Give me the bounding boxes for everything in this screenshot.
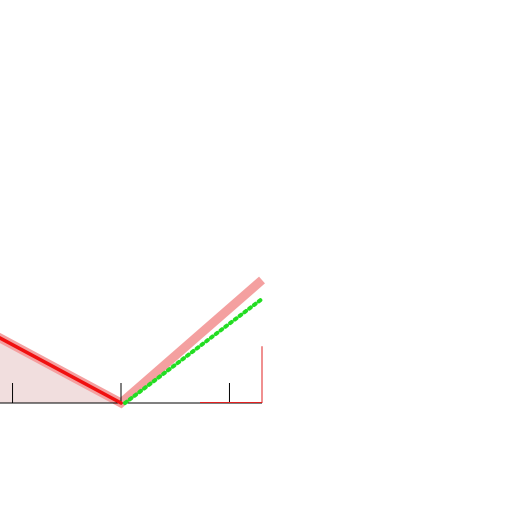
series-dotted-line <box>123 296 264 405</box>
series-line <box>0 336 123 405</box>
